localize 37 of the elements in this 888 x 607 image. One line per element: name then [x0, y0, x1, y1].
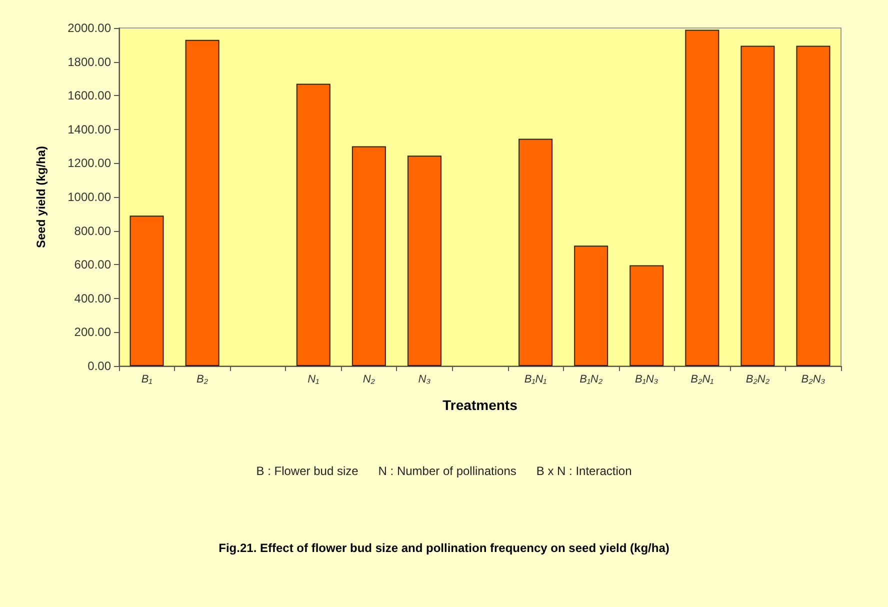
y-tick-label: 400.00: [74, 291, 112, 306]
bar: [740, 46, 775, 366]
y-tick-label: 1000.00: [68, 190, 112, 204]
bar: [796, 46, 830, 366]
x-tick-label: B₂N₃: [801, 374, 826, 386]
bar: [130, 216, 164, 366]
x-tick-label: B₁N₂: [580, 374, 604, 386]
x-tick-label: N₃: [418, 374, 432, 386]
y-tick-label: 1200.00: [68, 156, 112, 170]
bar: [685, 30, 720, 366]
x-tick-label: B₂: [196, 374, 209, 386]
y-tick-label: 200.00: [74, 325, 112, 340]
y-tick-label: 1800.00: [68, 54, 112, 69]
x-axis-title: Treatments: [442, 397, 518, 413]
x-tick-label: N₂: [362, 374, 376, 386]
y-tick-label: 600.00: [74, 258, 112, 272]
bar: [185, 40, 220, 366]
bar: [296, 84, 330, 366]
bar: [630, 265, 664, 366]
y-tick-label: 1400.00: [68, 122, 112, 136]
bar: [352, 146, 386, 366]
y-tick-label: 800.00: [74, 224, 112, 238]
text: B : Flower bud size N : Number of pollinations B x N : Interaction: [256, 464, 632, 478]
x-tick-label: B₁N₃: [635, 374, 659, 386]
bar: [407, 156, 442, 366]
x-tick-label: B₂N₁: [690, 374, 714, 386]
y-tick-label: 0.00: [88, 359, 112, 373]
text: Fig.21. Effect of flower bud size and pollination frequency on seed yield (kg/ha): [218, 541, 670, 555]
bar: [574, 246, 608, 366]
x-tick-label: B₂N₂: [746, 374, 770, 386]
bar: [518, 138, 553, 366]
y-tick-label: 1600.00: [68, 88, 112, 103]
x-tick-label: B₁N₁: [524, 374, 548, 386]
y-tick-label: 2000.00: [68, 21, 112, 35]
y-axis-title: Seed yield (kg/ha): [34, 146, 48, 248]
x-tick-label: N₁: [308, 374, 320, 386]
x-tick-label: B₁: [141, 374, 153, 386]
